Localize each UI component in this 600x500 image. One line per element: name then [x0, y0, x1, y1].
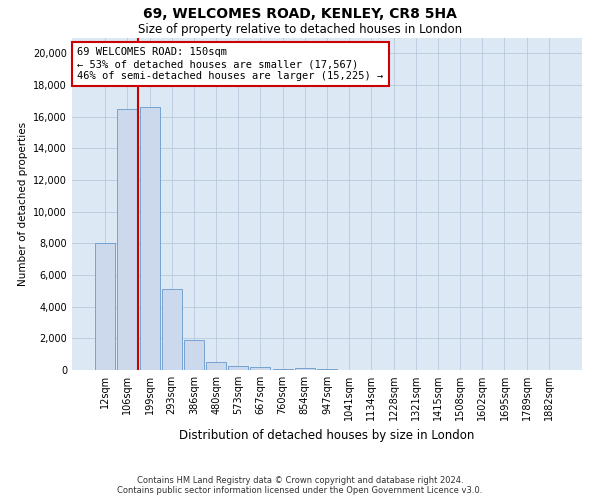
Bar [206, 362, 226, 370]
Bar [272, 368, 293, 370]
Bar [162, 289, 182, 370]
Text: Contains HM Land Registry data © Crown copyright and database right 2024.
Contai: Contains HM Land Registry data © Crown c… [118, 476, 482, 495]
Text: 69 WELCOMES ROAD: 150sqm
← 53% of detached houses are smaller (17,567)
46% of se: 69 WELCOMES ROAD: 150sqm ← 53% of detach… [77, 48, 383, 80]
Text: 69, WELCOMES ROAD, KENLEY, CR8 5HA: 69, WELCOMES ROAD, KENLEY, CR8 5HA [143, 8, 457, 22]
Bar [118, 109, 137, 370]
Y-axis label: Number of detached properties: Number of detached properties [18, 122, 28, 286]
Bar [250, 368, 271, 370]
Bar [140, 107, 160, 370]
Text: Size of property relative to detached houses in London: Size of property relative to detached ho… [138, 22, 462, 36]
Bar [295, 368, 315, 370]
Bar [228, 366, 248, 370]
X-axis label: Distribution of detached houses by size in London: Distribution of detached houses by size … [179, 428, 475, 442]
Bar [95, 244, 115, 370]
Bar [184, 340, 204, 370]
